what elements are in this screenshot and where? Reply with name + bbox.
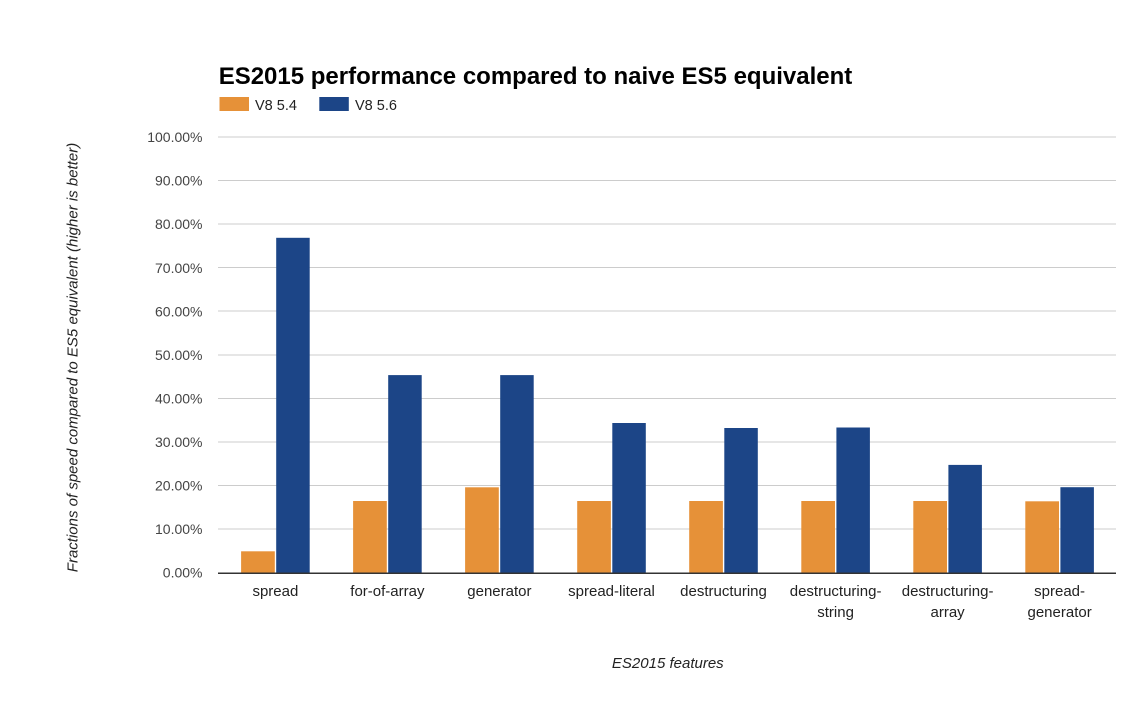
svg-text:spread-literal: spread-literal [568,583,655,600]
svg-text:destructuring-: destructuring- [790,583,882,600]
svg-text:50.00%: 50.00% [155,347,202,363]
svg-text:array: array [931,604,966,621]
svg-text:0.00%: 0.00% [163,565,203,581]
svg-text:30.00%: 30.00% [155,434,202,450]
svg-text:V8 5.6: V8 5.6 [355,98,397,114]
svg-text:100.00%: 100.00% [147,129,202,145]
svg-text:60.00%: 60.00% [155,303,202,319]
svg-text:20.00%: 20.00% [155,478,202,494]
svg-text:40.00%: 40.00% [155,390,202,406]
svg-text:10.00%: 10.00% [155,521,202,537]
svg-text:spread: spread [252,583,298,600]
svg-text:generator: generator [1027,604,1091,621]
svg-text:string: string [817,604,854,621]
svg-text:ES2015 features: ES2015 features [612,655,724,672]
svg-text:destructuring: destructuring [680,583,767,600]
svg-text:80.00%: 80.00% [155,216,202,232]
svg-text:V8 5.4: V8 5.4 [255,98,297,114]
svg-text:90.00%: 90.00% [155,173,202,189]
svg-text:70.00%: 70.00% [155,260,202,276]
svg-text:generator: generator [467,583,531,600]
svg-text:destructuring-: destructuring- [902,583,994,600]
svg-text:for-of-array: for-of-array [350,583,425,600]
svg-text:Fractions of speed compared to: Fractions of speed compared to ES5 equiv… [64,143,81,572]
svg-text:spread-: spread- [1034,583,1085,600]
svg-text:ES2015 performance compared to: ES2015 performance compared to naive ES5… [219,63,853,90]
